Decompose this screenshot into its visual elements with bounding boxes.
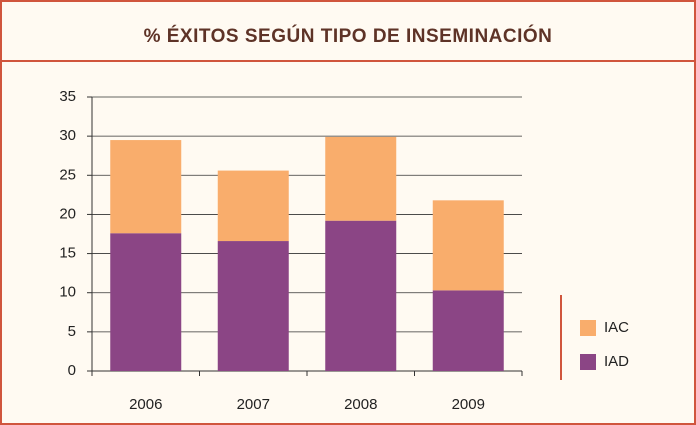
legend-swatch — [580, 320, 596, 336]
bar-segment — [217, 241, 289, 371]
bar-segment — [110, 233, 182, 371]
chart-title: % ÉXITOS SEGÚN TIPO DE INSEMINACIÓN — [144, 25, 553, 47]
y-tick-label: 10 — [59, 284, 76, 301]
y-tick-label: 15 — [59, 245, 76, 262]
legend-label: IAD — [604, 353, 629, 370]
legend-swatch — [580, 354, 596, 370]
x-tick-label: 2007 — [237, 396, 270, 413]
y-tick-label: 20 — [59, 205, 76, 222]
y-tick-label: 35 — [59, 88, 76, 105]
y-tick-label: 25 — [59, 166, 76, 183]
legend-label: IAC — [604, 319, 629, 336]
x-tick-label: 2009 — [452, 396, 485, 413]
y-tick-label: 0 — [68, 362, 76, 379]
y-tick-label: 30 — [59, 127, 76, 144]
bar-segment — [432, 200, 504, 291]
bar-segment — [110, 140, 182, 234]
bar-segment — [325, 136, 397, 221]
x-tick-label: 2008 — [344, 396, 377, 413]
y-tick-label: 5 — [68, 323, 76, 340]
bar-segment — [432, 290, 504, 371]
x-tick-label: 2006 — [129, 396, 162, 413]
bar-segment — [325, 220, 397, 371]
bar-segment — [217, 170, 289, 242]
